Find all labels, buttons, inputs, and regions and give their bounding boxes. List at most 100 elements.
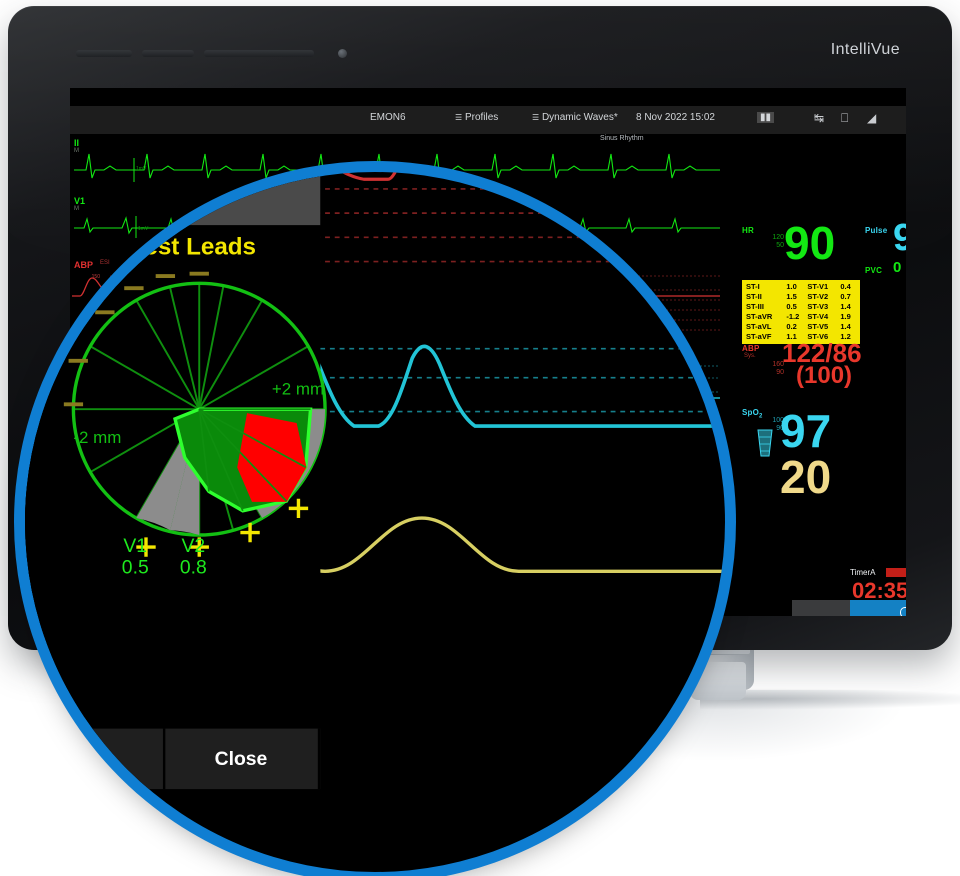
chest-leads-polar-plot[interactable]: +2 mm -2 mm <box>63 259 374 569</box>
pulse-value: 90 <box>893 217 906 259</box>
screen-icon <box>900 607 906 616</box>
st-lead-label: ST-V6 <box>807 332 829 341</box>
power-indicator-icon <box>338 49 347 58</box>
st-lead-value: 1.4 <box>840 322 851 331</box>
st-lead-label: ST-V4 <box>807 312 829 321</box>
st-lead-label: ST-aVF <box>746 332 772 341</box>
st-lead-label: ST-V1 <box>807 282 829 291</box>
profiles-menu[interactable]: ☰ Profiles <box>455 112 498 123</box>
pleth-waveform <box>25 344 725 428</box>
st-lead-value: 0.7 <box>840 292 851 301</box>
softkey-screen[interactable]: Screen <box>850 600 906 616</box>
numeric-pulse[interactable]: Pulse 90 <box>865 219 906 257</box>
waves-mode-label: Dynamic Waves* <box>541 112 618 123</box>
numeric-hr[interactable]: HR 120 50 90 <box>742 220 862 265</box>
table-row: ST-II 1.5 ST-V2 0.7 <box>745 292 857 302</box>
network-icon[interactable]: ↹ <box>814 111 825 125</box>
spo2-perfusion-bar <box>757 429 773 457</box>
rhythm-status: Sinus Rhythm <box>600 135 644 142</box>
hr-low-limit: 50 <box>776 242 784 249</box>
print-button[interactable]: Print <box>25 728 165 790</box>
hr-high-limit: 120 <box>772 234 784 241</box>
ste-map-body: Limb Leads Chest Leads <box>25 225 327 729</box>
keyboard-icon[interactable]: ⎕ <box>841 111 849 125</box>
chest-scale-minus: -2 mm <box>73 428 121 447</box>
hr-label: HR <box>742 226 754 235</box>
timer-progress-bar: 1 min <box>886 568 906 577</box>
abp-systolic-diastolic: 122/86 <box>782 338 862 368</box>
st-lead-label: ST-aVR <box>746 312 773 321</box>
st-lead-value: 1.9 <box>840 312 851 321</box>
stand-shadow <box>700 688 960 710</box>
lead-label-i: I 1.2 <box>25 380 33 424</box>
st-lead-label: ST-II <box>746 292 762 301</box>
st-lead-label: ST-V5 <box>807 322 829 331</box>
abp-mean: (100) <box>796 362 853 389</box>
waves-icon: ☰ <box>532 113 540 122</box>
st-lead-label: ST-V2 <box>807 292 829 301</box>
ste-map-button-bar: Size Up Size Down Print Close <box>25 728 321 790</box>
st-lead-label: ST-V3 <box>807 302 829 311</box>
st-lead-label: ST-I <box>746 282 760 291</box>
ste-map-title: STE Map <box>25 172 321 226</box>
spo2-alarm-limits: 100 90 <box>750 417 784 433</box>
st-lead-label: ST-aVL <box>746 322 772 331</box>
magnifier-content: EMON6 ☰ Profiles ☰ Dynamic Waves* 8 Nov … <box>25 172 725 872</box>
lead-label-v2: V2 0.8 <box>179 535 207 579</box>
pvc-label: PVC <box>865 266 883 275</box>
st-lead-value: 0.4 <box>840 282 851 291</box>
abp-high-limit: 160 <box>772 361 784 368</box>
abp-low-limit: 90 <box>776 369 784 376</box>
alarm-pause-indicator[interactable]: ▮▮ <box>757 112 775 123</box>
st-measurements-table[interactable]: ST-I 1.0 ST-V1 0.4 ST-II 1.5 ST-V2 0.7 <box>742 280 860 344</box>
monitor-stand-foot <box>690 662 746 700</box>
bed-label[interactable]: EMON6 <box>370 112 406 123</box>
status-header-bar: EMON6 ☰ Profiles ☰ Dynamic Waves* 8 Nov … <box>70 106 906 134</box>
table-row: ST-I 1.0 ST-V1 0.4 <box>745 282 857 292</box>
alarms-off-icon[interactable]: ◢ <box>867 111 877 125</box>
resp-value: 20 <box>780 451 832 503</box>
st-lead-value: 1.1 <box>786 332 797 341</box>
wave-label-ii: II <box>74 138 80 148</box>
pvc-value: 0 <box>893 259 902 276</box>
vent-slot <box>204 50 314 57</box>
vent-slot <box>142 50 194 57</box>
chest-scale-plus: +2 mm <box>272 380 324 399</box>
timer-label: TimerA <box>850 568 876 577</box>
st-lead-value: -1.2 <box>786 312 800 321</box>
numeric-spo2[interactable]: SpO2 100 90 97 20 <box>742 408 902 500</box>
stand-floor-shadow <box>640 690 900 760</box>
brand-logo: IntelliVue <box>830 41 900 58</box>
hr-value: 90 <box>784 217 836 269</box>
numeric-abp[interactable]: ABP Sys. 160 90 122/86 (100) <box>742 340 902 387</box>
st-lead-value: 0.5 <box>786 302 797 311</box>
ecg-ii-cal-label: 1mV <box>136 166 147 172</box>
magnifier-lens: EMON6 ☰ Profiles ☰ Dynamic Waves* 8 Nov … <box>25 172 725 872</box>
close-button[interactable]: Close <box>164 728 321 790</box>
waves-mode-menu[interactable]: ☰ Dynamic Waves* <box>532 112 618 123</box>
chest-leads-title: Chest Leads <box>112 234 257 262</box>
table-row: ST-aVR -1.2 ST-V4 1.9 <box>745 312 857 322</box>
st-lead-value: 1.0 <box>786 282 797 291</box>
table-row: ST-aVL 0.2 ST-V5 1.4 <box>745 322 857 332</box>
numeric-pvc[interactable]: PVC 0 <box>865 260 906 275</box>
wave-sublabel-ii: M <box>74 148 79 154</box>
vent-slot <box>76 50 132 57</box>
softkey-blank[interactable] <box>792 600 850 616</box>
ste-map-dialog: STE Map Limb Leads Chest Leads <box>25 172 327 790</box>
abp-alarm-limits: 160 90 <box>750 361 784 377</box>
softkey-bar: Screen <box>792 600 906 616</box>
spo2-low-limit: 90 <box>776 425 784 432</box>
spo2-label: SpO2 <box>742 408 763 420</box>
st-lead-value: 1.2 <box>840 332 851 341</box>
lead-label-v1: V1 0.5 <box>121 535 149 579</box>
spo2-value: 97 <box>780 405 832 457</box>
st-lead-value: 0.2 <box>786 322 797 331</box>
st-lead-value: 1.4 <box>840 302 851 311</box>
profiles-icon: ☰ <box>455 113 463 122</box>
abp-label: ABP <box>742 344 760 353</box>
hr-alarm-limits: 120 50 <box>748 234 784 250</box>
st-lead-value: 1.5 <box>786 292 797 301</box>
table-row: ST-III 0.5 ST-V3 1.4 <box>745 302 857 312</box>
